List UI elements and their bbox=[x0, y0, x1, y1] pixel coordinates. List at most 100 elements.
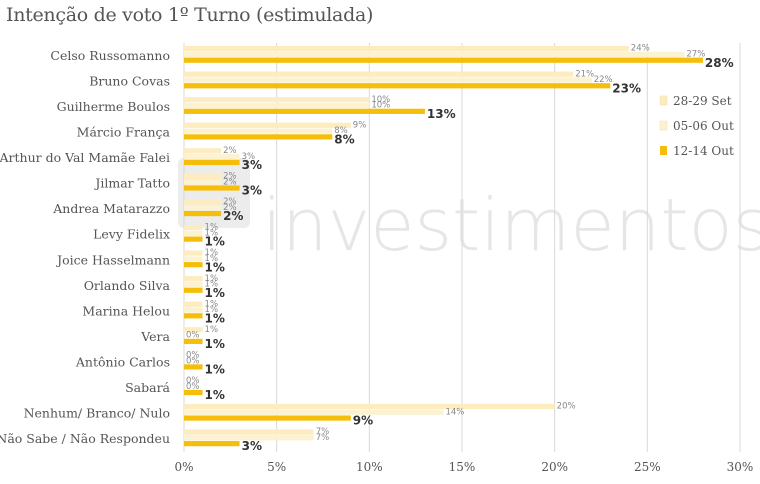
bar-3 bbox=[184, 441, 240, 447]
data-label: 0% bbox=[186, 382, 200, 392]
x-tick-label: 15% bbox=[449, 460, 476, 474]
bar-3 bbox=[184, 57, 703, 63]
category-label: Celso Russomanno bbox=[50, 48, 170, 63]
data-label: 1% bbox=[205, 305, 219, 315]
data-label: 7% bbox=[316, 433, 330, 443]
bar-3 bbox=[184, 338, 203, 344]
data-label: 28% bbox=[705, 56, 734, 70]
category-label: Marina Helou bbox=[82, 303, 170, 318]
category-label: Guilherme Boulos bbox=[57, 99, 170, 114]
watermark-logo: investimentos bbox=[178, 158, 760, 267]
bar-2 bbox=[184, 51, 685, 57]
bar-1 bbox=[184, 224, 203, 231]
bar-3 bbox=[184, 236, 203, 242]
category-label: Nenhum/ Branco/ Nulo bbox=[24, 406, 170, 421]
data-label: 14% bbox=[445, 407, 464, 417]
data-label: 2% bbox=[223, 209, 243, 223]
data-label: 20% bbox=[557, 402, 576, 412]
data-label: 27% bbox=[686, 50, 705, 60]
bar-3 bbox=[184, 313, 203, 319]
data-label: 7% bbox=[316, 427, 330, 437]
bar-3 bbox=[184, 415, 351, 421]
value-labels-group: 24%27%28%21%22%23%10%10%13%9%8%8%2%3%3%2… bbox=[186, 44, 734, 454]
bar-3 bbox=[184, 287, 203, 293]
data-label: 9% bbox=[353, 120, 367, 130]
data-label: 1% bbox=[205, 274, 219, 284]
category-label: Levy Fidelix bbox=[93, 227, 170, 242]
bar-2 bbox=[184, 154, 240, 160]
bar-3 bbox=[184, 210, 222, 217]
bar-2 bbox=[184, 307, 203, 313]
data-label: 1% bbox=[205, 299, 219, 309]
data-label: 23% bbox=[612, 81, 641, 95]
data-label: 2% bbox=[223, 146, 237, 156]
data-label: 0% bbox=[186, 331, 200, 341]
category-label: Márcio França bbox=[77, 124, 171, 139]
bar-2 bbox=[184, 77, 592, 83]
data-label: 3% bbox=[242, 152, 256, 162]
bar-1 bbox=[184, 403, 555, 410]
bar-3 bbox=[184, 389, 203, 396]
data-label: 1% bbox=[205, 388, 225, 402]
data-label: 2% bbox=[223, 172, 237, 182]
category-label: Andrea Matarazzo bbox=[52, 201, 170, 216]
legend-swatch bbox=[659, 95, 668, 106]
x-tick-label: 0% bbox=[174, 460, 193, 474]
bar-3 bbox=[184, 134, 333, 140]
bar-1 bbox=[184, 97, 370, 103]
data-label: 1% bbox=[205, 325, 219, 335]
bar-3 bbox=[184, 108, 425, 114]
chart-title: Intenção de voto 1º Turno (estimulada) bbox=[6, 4, 374, 26]
x-tick-label: 10% bbox=[356, 460, 383, 474]
data-label: 0% bbox=[186, 376, 200, 386]
bar-1 bbox=[184, 199, 222, 205]
bar-1 bbox=[184, 250, 203, 256]
legend: 28-29 Set 05-06 Out 12-14 Out bbox=[659, 94, 734, 158]
data-label: 1% bbox=[205, 363, 225, 377]
bar-3 bbox=[184, 159, 240, 166]
bar-1 bbox=[184, 148, 222, 154]
x-tick-labels-group: 0% 5% 10% 15% 20% 25% 30% bbox=[174, 460, 753, 474]
data-label: 1% bbox=[205, 311, 225, 325]
bars-group bbox=[184, 46, 703, 447]
category-label: Arthur do Val Mamãe Falei bbox=[0, 150, 170, 165]
bar-3 bbox=[184, 83, 611, 89]
bar-3 bbox=[184, 364, 203, 370]
data-label: 1% bbox=[205, 235, 225, 249]
bar-1 bbox=[184, 71, 574, 77]
legend-label: 12-14 Out bbox=[673, 144, 734, 158]
bar-2 bbox=[184, 179, 222, 185]
category-label: Bruno Covas bbox=[89, 73, 170, 88]
bar-2 bbox=[184, 128, 333, 134]
bar-2 bbox=[184, 230, 203, 236]
bar-1 bbox=[184, 276, 203, 282]
bar-2 bbox=[184, 102, 370, 109]
watermark-text: investimentos bbox=[262, 183, 760, 267]
bar-2 bbox=[184, 281, 203, 288]
data-label: 0% bbox=[186, 356, 200, 366]
data-label: 24% bbox=[631, 44, 650, 54]
data-label: 1% bbox=[205, 286, 225, 300]
category-label: Antônio Carlos bbox=[75, 355, 170, 370]
data-label: 1% bbox=[205, 254, 219, 264]
data-label: 3% bbox=[242, 158, 262, 172]
data-label: 13% bbox=[427, 107, 456, 121]
category-label: Orlando Silva bbox=[84, 278, 171, 293]
data-label: 10% bbox=[371, 101, 390, 111]
category-label: Vera bbox=[140, 329, 170, 344]
x-tick-label: 20% bbox=[541, 460, 568, 474]
data-label: 2% bbox=[223, 177, 237, 187]
data-label: 0% bbox=[186, 350, 200, 360]
x-tick-label: 5% bbox=[267, 460, 286, 474]
legend-swatch bbox=[659, 120, 668, 131]
x-tick-label: 25% bbox=[634, 460, 661, 474]
data-label: 2% bbox=[223, 197, 237, 207]
data-label: 10% bbox=[371, 95, 390, 105]
data-label: 1% bbox=[205, 280, 219, 290]
data-label: 3% bbox=[242, 184, 262, 198]
legend-label: 05-06 Out bbox=[673, 119, 734, 133]
x-tick-label: 30% bbox=[727, 460, 754, 474]
data-label: 8% bbox=[334, 126, 348, 136]
category-label: Joice Hasselmann bbox=[55, 252, 170, 267]
bar-2 bbox=[184, 256, 203, 262]
